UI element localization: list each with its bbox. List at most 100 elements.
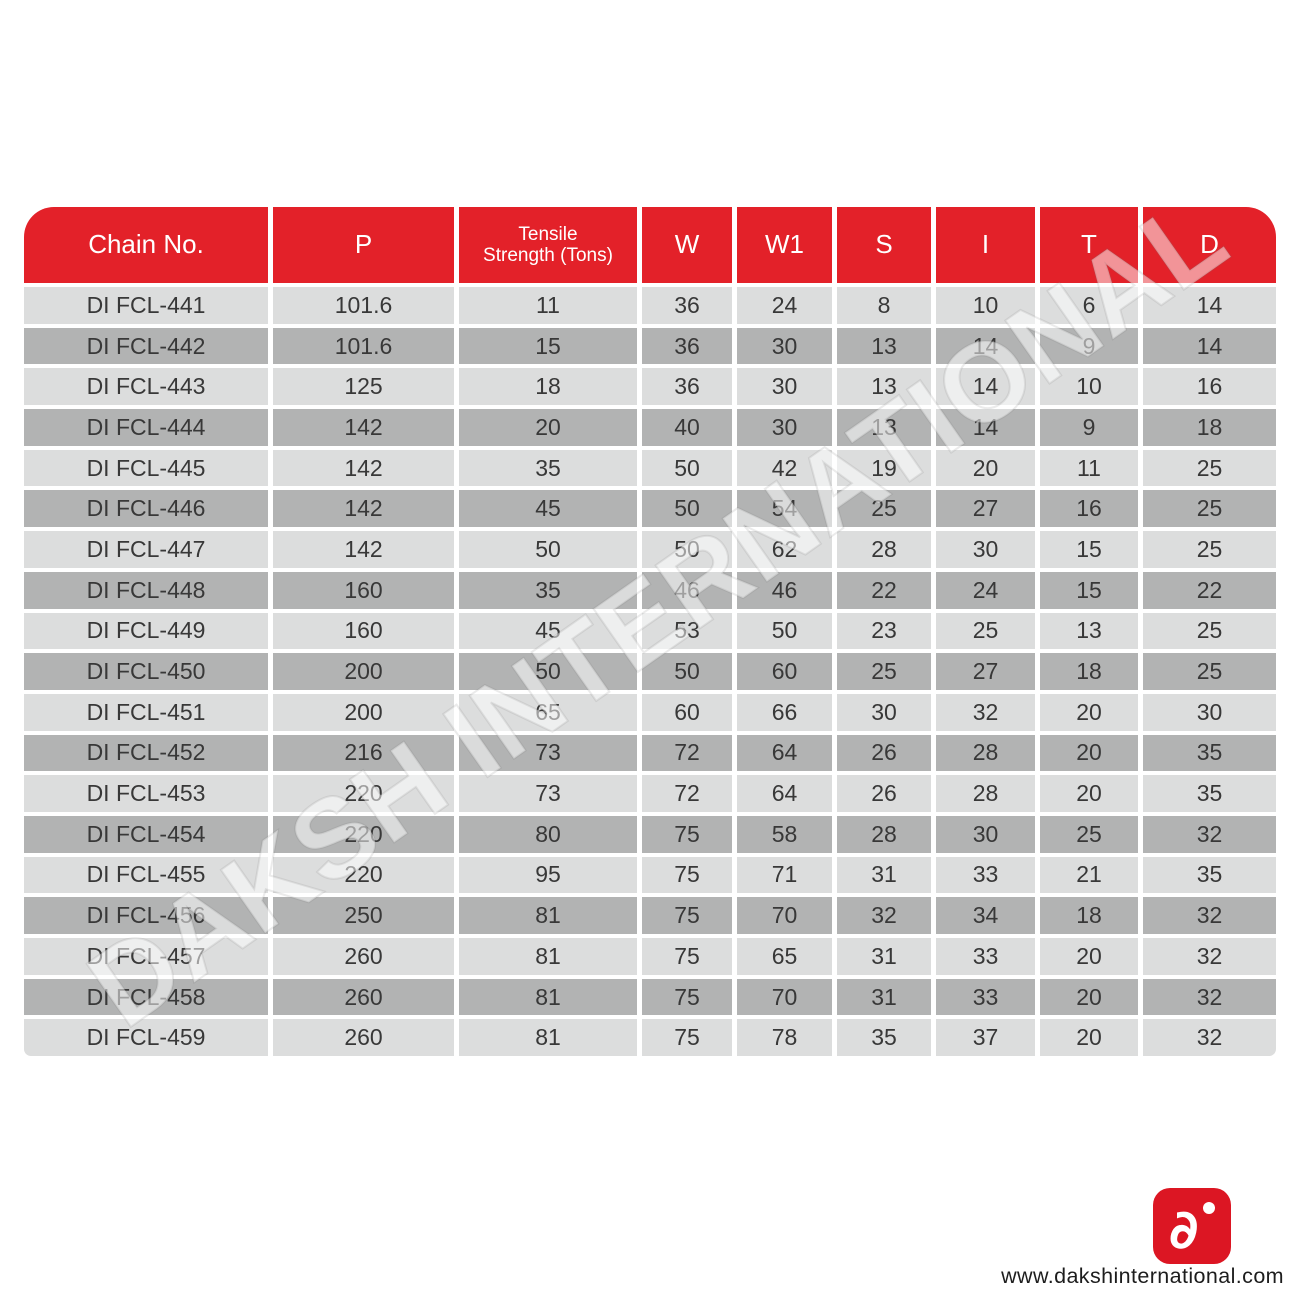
table-cell-w: 75	[642, 856, 732, 894]
table-cell-d: 16	[1143, 368, 1276, 406]
table-cell-t: 11	[1040, 449, 1138, 487]
table-cell-chain-no: DI FCL-449	[24, 612, 268, 650]
table-cell-w1: 64	[737, 734, 832, 772]
table-cell-w: 50	[642, 449, 732, 487]
table-cell-d: 22	[1143, 571, 1276, 609]
table-cell-d: 35	[1143, 734, 1276, 772]
table-cell-w: 53	[642, 612, 732, 650]
table-row: DI FCL-441 101.6 11 36 24 8 10 6 14	[24, 287, 1276, 324]
table-cell-i: 10	[936, 287, 1035, 324]
table-cell-w1: 78	[737, 1019, 832, 1057]
table-cell-w1: 54	[737, 490, 832, 528]
table-cell-p: 125	[273, 368, 454, 406]
table-row: DI FCL-443 125 18 36 30 13 14 10 16	[24, 368, 1276, 406]
table-cell-tensile-strength: 73	[459, 775, 637, 812]
table-cell-w1: 42	[737, 449, 832, 487]
table-cell-chain-no: DI FCL-459	[24, 1019, 268, 1057]
table-cell-p: 200	[273, 653, 454, 690]
table-cell-p: 260	[273, 978, 454, 1016]
table-cell-s: 28	[837, 815, 931, 853]
table-cell-chain-no: DI FCL-451	[24, 693, 268, 731]
table-cell-i: 28	[936, 734, 1035, 772]
column-header-p: P	[273, 207, 454, 283]
table-cell-t: 21	[1040, 856, 1138, 894]
table-cell-s: 26	[837, 734, 931, 772]
table-cell-tensile-strength: 35	[459, 449, 637, 487]
table-cell-i: 25	[936, 612, 1035, 650]
table-cell-d: 32	[1143, 1019, 1276, 1057]
table-row: DI FCL-444 142 20 40 30 13 14 9 18	[24, 409, 1276, 446]
table-cell-chain-no: DI FCL-453	[24, 775, 268, 812]
table-cell-w1: 30	[737, 368, 832, 406]
table-cell-w: 72	[642, 775, 732, 812]
table-cell-d: 32	[1143, 897, 1276, 934]
table-cell-chain-no: DI FCL-458	[24, 978, 268, 1016]
table-row: DI FCL-452 216 73 72 64 26 28 20 35	[24, 734, 1276, 772]
column-header-d: D	[1143, 207, 1276, 283]
table-cell-w: 50	[642, 490, 732, 528]
table-row: DI FCL-445 142 35 50 42 19 20 11 25	[24, 449, 1276, 487]
column-header-i: I	[936, 207, 1035, 283]
table-cell-w1: 24	[737, 287, 832, 324]
table-cell-p: 216	[273, 734, 454, 772]
table-cell-chain-no: DI FCL-443	[24, 368, 268, 406]
table-row: DI FCL-446 142 45 50 54 25 27 16 25	[24, 490, 1276, 528]
table-cell-d: 14	[1143, 327, 1276, 365]
table-cell-tensile-strength: 95	[459, 856, 637, 894]
table-cell-t: 10	[1040, 368, 1138, 406]
table-cell-i: 37	[936, 1019, 1035, 1057]
table-row: DI FCL-449 160 45 53 50 23 25 13 25	[24, 612, 1276, 650]
table-cell-tensile-strength: 81	[459, 938, 637, 975]
table-cell-w: 36	[642, 327, 732, 365]
table-cell-chain-no: DI FCL-454	[24, 815, 268, 853]
table-cell-t: 20	[1040, 1019, 1138, 1057]
table-cell-p: 220	[273, 775, 454, 812]
table-cell-tensile-strength: 15	[459, 327, 637, 365]
table-row: DI FCL-458 260 81 75 70 31 33 20 32	[24, 978, 1276, 1016]
table-cell-t: 15	[1040, 531, 1138, 568]
table-cell-d: 25	[1143, 449, 1276, 487]
table-cell-chain-no: DI FCL-446	[24, 490, 268, 528]
table-cell-chain-no: DI FCL-441	[24, 287, 268, 324]
table-row: DI FCL-450 200 50 50 60 25 27 18 25	[24, 653, 1276, 690]
table-cell-t: 20	[1040, 775, 1138, 812]
table-cell-i: 34	[936, 897, 1035, 934]
table-cell-d: 25	[1143, 653, 1276, 690]
table-cell-tensile-strength: 18	[459, 368, 637, 406]
table-cell-w: 50	[642, 531, 732, 568]
table-cell-s: 31	[837, 856, 931, 894]
table-cell-tensile-strength: 20	[459, 409, 637, 446]
table-cell-s: 13	[837, 327, 931, 365]
table-header-row: Chain No. P Tensile Strength (Tons) W W1 S I T D	[24, 207, 1276, 283]
table-cell-w: 36	[642, 287, 732, 324]
table-cell-t: 20	[1040, 978, 1138, 1016]
table-cell-t: 9	[1040, 327, 1138, 365]
table-cell-w: 36	[642, 368, 732, 406]
table-cell-w1: 70	[737, 978, 832, 1016]
table-cell-chain-no: DI FCL-452	[24, 734, 268, 772]
table-cell-chain-no: DI FCL-455	[24, 856, 268, 894]
table-row: DI FCL-447 142 50 50 62 28 30 15 25	[24, 531, 1276, 568]
table-cell-d: 25	[1143, 612, 1276, 650]
table-cell-i: 24	[936, 571, 1035, 609]
table-cell-d: 18	[1143, 409, 1276, 446]
table-cell-d: 32	[1143, 815, 1276, 853]
table-cell-tensile-strength: 45	[459, 490, 637, 528]
table-cell-p: 160	[273, 571, 454, 609]
table-cell-tensile-strength: 50	[459, 531, 637, 568]
table-cell-chain-no: DI FCL-445	[24, 449, 268, 487]
table-cell-s: 31	[837, 978, 931, 1016]
table-cell-p: 142	[273, 449, 454, 487]
table-cell-t: 18	[1040, 897, 1138, 934]
table-cell-s: 22	[837, 571, 931, 609]
table-cell-t: 13	[1040, 612, 1138, 650]
table-cell-d: 32	[1143, 978, 1276, 1016]
table-cell-tensile-strength: 11	[459, 287, 637, 324]
table-cell-p: 220	[273, 856, 454, 894]
column-header-w: W	[642, 207, 732, 283]
table-cell-w: 72	[642, 734, 732, 772]
chain-spec-table: Chain No. P Tensile Strength (Tons) W W1 S I T D…	[24, 207, 1276, 1057]
table-cell-p: 200	[273, 693, 454, 731]
table-cell-i: 32	[936, 693, 1035, 731]
table-cell-tensile-strength: 35	[459, 571, 637, 609]
